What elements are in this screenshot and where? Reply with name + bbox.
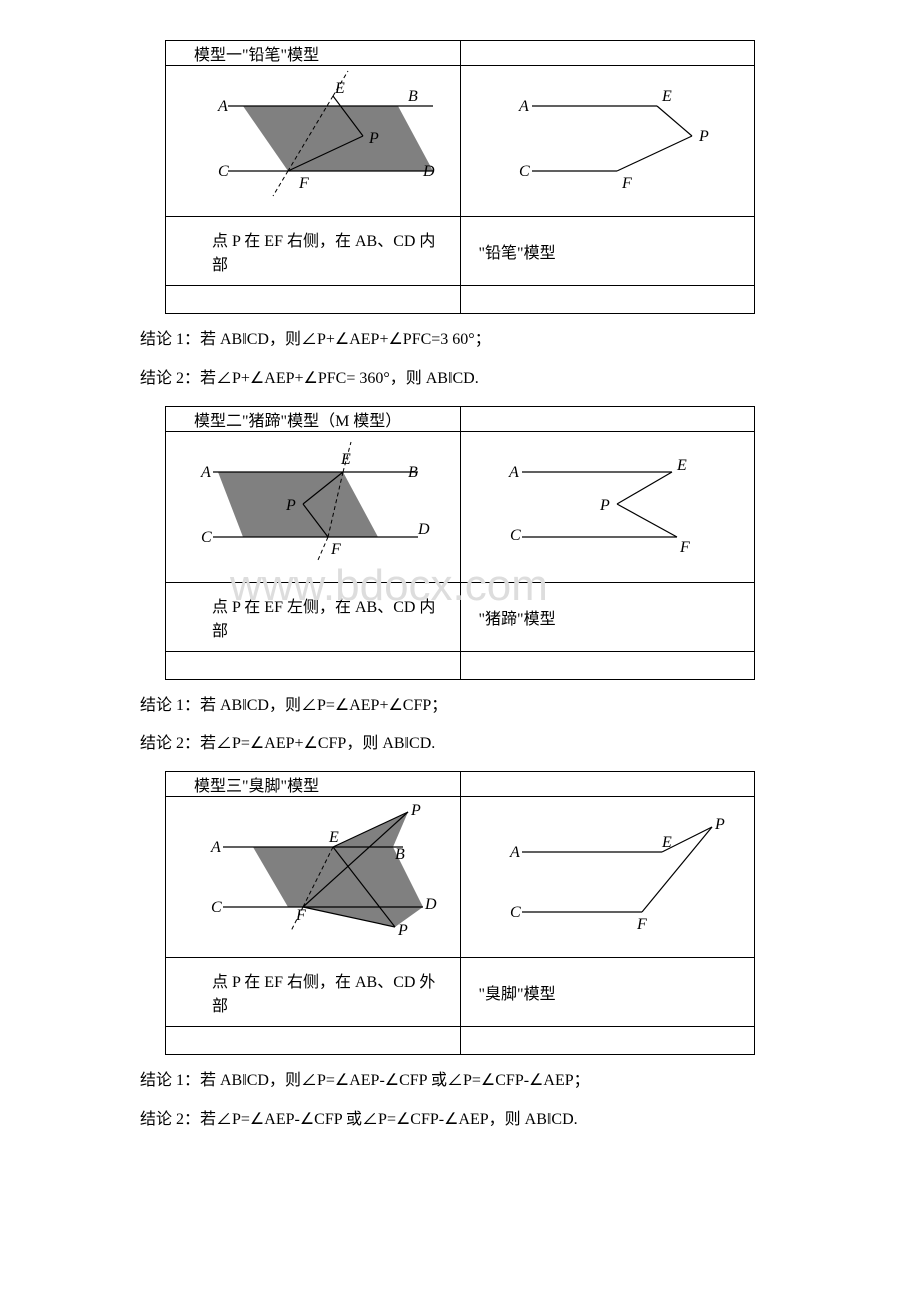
svg-text:A: A [509,844,520,861]
svg-text:C: C [510,527,521,544]
model3-left-diagram: A B C D E F P P [183,797,443,957]
model3-header-empty [460,772,755,797]
model3-right-diagram-cell: A E C F P [460,797,755,958]
model2-left-diagram-cell: A B C D E F P [166,431,461,582]
model1-empty-right [460,286,755,314]
model1-title: 模型一"铅笔"模型 [166,41,460,65]
model2-conclusions: 结论 1：若 AB‖CD，则∠P=∠AEP+∠CFP； 结论 2：若∠P=∠AE… [60,692,860,760]
svg-text:C: C [201,529,212,546]
svg-text:E: E [676,457,687,474]
model1-right-caption: "铅笔"模型 [479,245,556,262]
model3-header: 模型三"臭脚"模型 [166,772,461,797]
model3-left-diagram-cell: A B C D E F P P [166,797,461,958]
svg-text:P: P [599,497,610,514]
model2-table: 模型二"猪蹄"模型（M 模型） A B C D E F P [165,406,755,680]
svg-text:D: D [424,896,437,913]
model3-right-diagram: A E C F P [477,797,737,957]
model3-empty-left [166,1027,461,1055]
model1-right-caption-cell: "铅笔"模型 [460,217,755,286]
model1-right-diagram-cell: A E C F P [460,66,755,217]
svg-text:A: A [518,98,529,115]
svg-text:F: F [330,541,341,558]
svg-text:A: A [210,839,221,856]
model1-left-caption: 点 P 在 EF 右侧，在 AB、CD 内部 [184,227,442,275]
model1-right-diagram: A E C F P [477,66,737,216]
model1-empty-left [166,286,461,314]
svg-text:F: F [298,175,309,192]
svg-text:P: P [368,130,379,147]
svg-text:E: E [328,829,339,846]
svg-text:C: C [211,899,222,916]
model2-header-empty [460,406,755,431]
model3-table: 模型三"臭脚"模型 A B C D E F [165,771,755,1055]
svg-text:E: E [340,451,351,468]
svg-text:D: D [422,163,435,180]
svg-text:A: A [200,464,211,481]
model1-conclusions: 结论 1：若 AB‖CD，则∠P+∠AEP+∠PFC=3 60°； 结论 2：若… [60,326,860,394]
model2-conclusion-1: 结论 1：若 AB‖CD，则∠P=∠AEP+∠CFP； [140,692,860,721]
svg-text:A: A [217,98,228,115]
model2-title: 模型二"猪蹄"模型（M 模型） [166,407,460,431]
model1-header-empty [460,41,755,66]
model2-right-caption-cell: "猪蹄"模型 [460,582,755,651]
svg-text:P: P [397,922,408,939]
model2-conclusion-2: 结论 2：若∠P=∠AEP+∠CFP，则 AB‖CD. [140,730,860,759]
svg-text:B: B [408,464,418,481]
svg-text:A: A [508,464,519,481]
model1-left-diagram-cell: A B C D E F P [166,66,461,217]
model1-conclusion-1: 结论 1：若 AB‖CD，则∠P+∠AEP+∠PFC=3 60°； [140,326,860,355]
model1-left-diagram: A B C D E F P [183,66,443,216]
model1-left-caption-cell: 点 P 在 EF 右侧，在 AB、CD 内部 [166,217,461,286]
model2-empty-right [460,651,755,679]
svg-text:B: B [408,88,418,105]
model3-left-caption: 点 P 在 EF 右侧，在 AB、CD 外部 [184,968,442,1016]
model2-container: 模型二"猪蹄"模型（M 模型） A B C D E F P [60,406,860,680]
svg-text:P: P [410,802,421,819]
svg-text:E: E [334,80,345,97]
model2-right-diagram: A E C F P [477,432,737,582]
svg-text:F: F [621,175,632,192]
model3-title: 模型三"臭脚"模型 [166,772,460,796]
model2-left-diagram: A B C D E F P [183,432,443,582]
svg-text:F: F [636,916,647,933]
model2-left-caption-cell: 点 P 在 EF 左侧，在 AB、CD 内部 [166,582,461,651]
model3-left-caption-cell: 点 P 在 EF 右侧，在 AB、CD 外部 [166,958,461,1027]
svg-text:C: C [218,163,229,180]
model2-right-diagram-cell: A E C F P [460,431,755,582]
svg-text:P: P [285,497,296,514]
model3-empty-right [460,1027,755,1055]
model2-empty-left [166,651,461,679]
svg-text:C: C [510,904,521,921]
model3-conclusion-2: 结论 2：若∠P=∠AEP-∠CFP 或∠P=∠CFP-∠AEP，则 AB‖CD… [140,1106,860,1135]
svg-text:F: F [295,907,306,924]
svg-text:P: P [698,128,709,145]
model2-left-caption: 点 P 在 EF 左侧，在 AB、CD 内部 [184,593,442,641]
model1-header: 模型一"铅笔"模型 [166,41,461,66]
svg-text:C: C [519,163,530,180]
model2-header: 模型二"猪蹄"模型（M 模型） [166,406,461,431]
model3-right-caption: "臭脚"模型 [479,986,556,1003]
svg-text:F: F [679,539,690,556]
svg-text:E: E [661,834,672,851]
model1-table: 模型一"铅笔"模型 A B C D E F P [165,40,755,314]
model3-conclusions: 结论 1：若 AB‖CD，则∠P=∠AEP-∠CFP 或∠P=∠CFP-∠AEP… [60,1067,860,1135]
model3-right-caption-cell: "臭脚"模型 [460,958,755,1027]
model2-right-caption: "猪蹄"模型 [479,611,556,628]
model3-conclusion-1: 结论 1：若 AB‖CD，则∠P=∠AEP-∠CFP 或∠P=∠CFP-∠AEP… [140,1067,860,1096]
svg-text:P: P [714,816,725,833]
svg-text:D: D [417,521,430,538]
svg-text:E: E [661,88,672,105]
model1-conclusion-2: 结论 2：若∠P+∠AEP+∠PFC= 360°，则 AB‖CD. [140,365,860,394]
svg-text:B: B [395,846,405,863]
